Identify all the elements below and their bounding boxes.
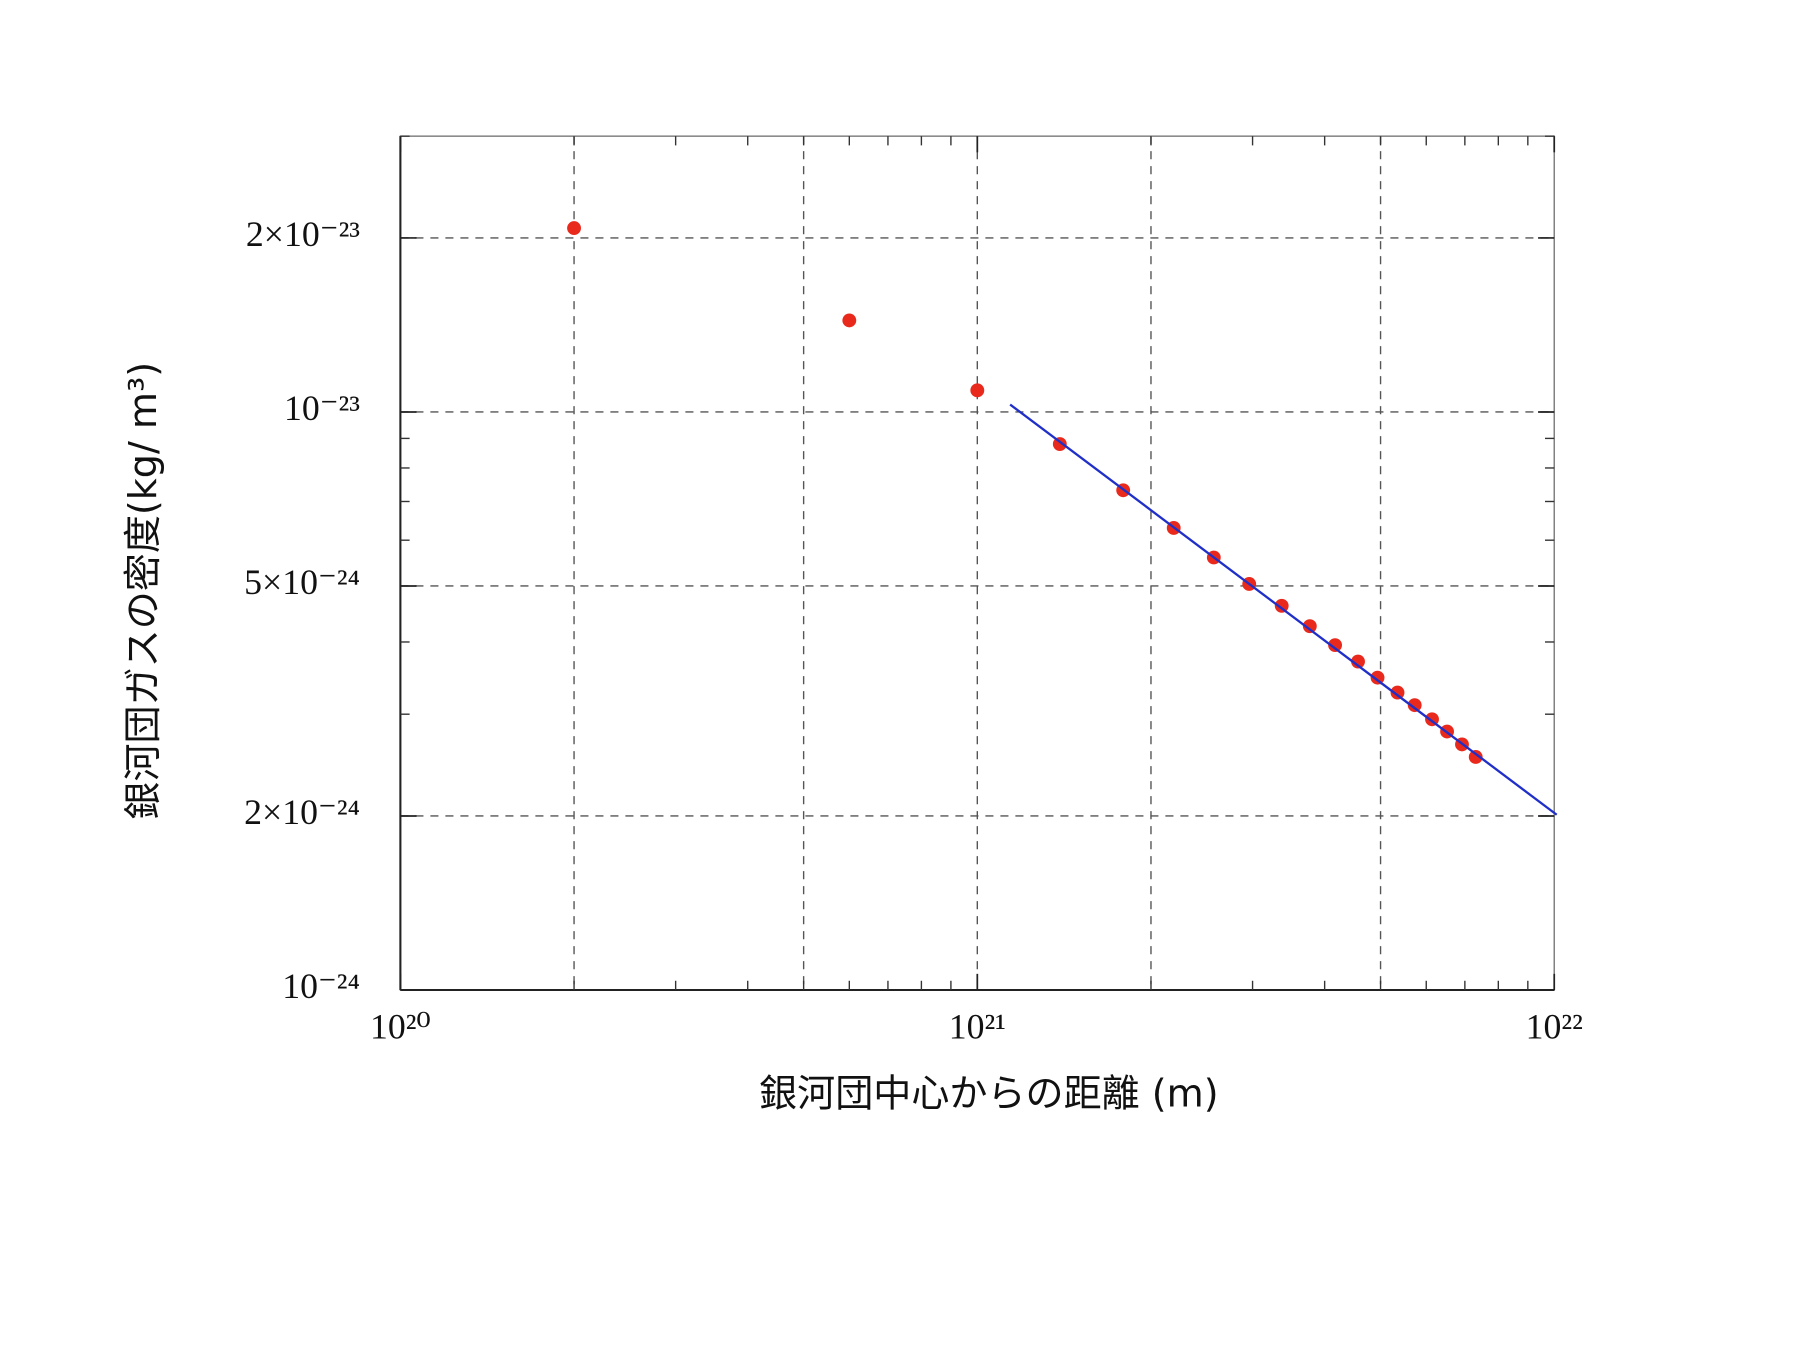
x-tick-label: 10²⁰ <box>370 1007 431 1047</box>
data-point <box>1328 638 1343 653</box>
x-axis-title: 銀河団中心からの距離 (m) <box>759 1072 1219 1116</box>
y-tick-label: 5×10⁻²⁴ <box>244 562 360 602</box>
y-axis-title: 銀河団ガスの密度(kg/ m³) <box>121 362 165 820</box>
y-tick-label: 10⁻²³ <box>284 388 360 428</box>
data-point <box>1302 619 1317 634</box>
data-point <box>1390 685 1405 700</box>
data-point <box>1370 670 1385 685</box>
data-point <box>1468 750 1483 764</box>
y-tick-label: 2×10⁻²³ <box>246 214 360 254</box>
y-tick-label: 2×10⁻²⁴ <box>244 792 360 832</box>
data-point <box>1407 698 1422 713</box>
x-tick-label: 10²² <box>1526 1007 1583 1047</box>
data-point <box>842 313 857 328</box>
data-point <box>1274 598 1289 613</box>
x-tick-label: 10²¹ <box>949 1007 1006 1047</box>
y-tick-label: 10⁻²⁴ <box>282 966 360 1006</box>
data-point <box>567 221 581 236</box>
data-point <box>970 383 985 398</box>
data-point <box>1351 654 1365 669</box>
fit-line <box>1009 403 1558 816</box>
